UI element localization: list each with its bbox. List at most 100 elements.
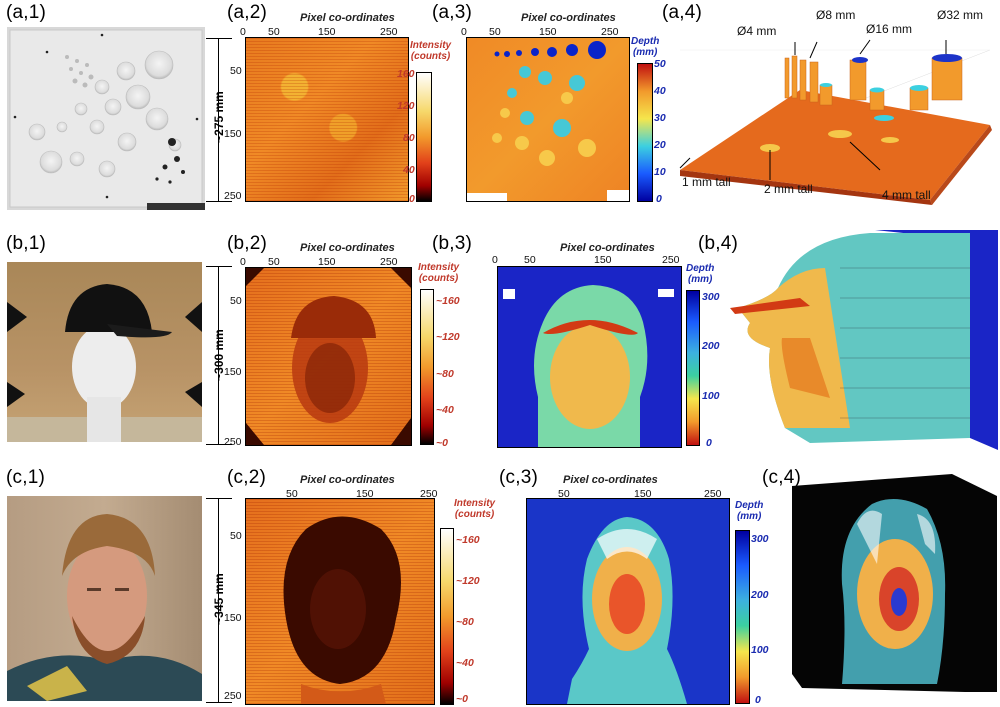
- depth-map-plate: [466, 37, 630, 202]
- colorbar-title-a2: Intensity (counts): [410, 40, 452, 62]
- cbtick-b3-200: 200: [702, 340, 720, 352]
- cbtick-c3-100: 100: [751, 644, 769, 656]
- intensity-map-plate: [245, 37, 409, 202]
- dimension-line-a: [218, 38, 219, 201]
- xtick-c3-50: 50: [558, 488, 570, 500]
- cbtick-a3-0: 0: [656, 193, 662, 205]
- panel-label-a4: (a,4): [662, 2, 703, 23]
- colorbar-title-b2: Intensity (counts): [418, 262, 460, 284]
- xtick-b2-250: 250: [380, 256, 398, 268]
- cbtick-b2-0: ~0: [436, 437, 448, 449]
- cbtick-a2-160: 160: [397, 68, 415, 80]
- dimension-line-b: [218, 266, 219, 444]
- colorbar-intensity-a: [416, 72, 432, 202]
- cbtick-a2-80: 80: [403, 132, 415, 144]
- annotation-d16: Ø16 mm: [866, 22, 913, 36]
- annotation-d32: Ø32 mm: [937, 8, 984, 22]
- panel-label-a2: (a,2): [227, 2, 268, 23]
- xtick-a2-150: 150: [318, 26, 336, 38]
- xtick-a2-50: 50: [268, 26, 280, 38]
- photo-target-plate: [7, 27, 205, 210]
- cbtick-b2-120: ~120: [436, 331, 460, 343]
- annotation-d8: Ø8 mm: [816, 8, 856, 22]
- colorbar-title-b3: Depth (mm): [686, 263, 715, 285]
- panel-label-c3: (c,3): [499, 467, 538, 488]
- dimension-cap-a-top: [206, 38, 232, 39]
- axis-title-a3: Pixel co-ordinates: [521, 12, 616, 24]
- dimension-cap-c-bottom: [206, 702, 232, 703]
- intensity-map-person: [245, 498, 435, 705]
- axis-title-b3: Pixel co-ordinates: [560, 242, 655, 254]
- panel-label-c2: (c,2): [227, 467, 266, 488]
- cbtick-a3-50: 50: [654, 58, 666, 70]
- colorbar-title-c3: Depth (mm): [735, 500, 764, 522]
- ytick-c2-150: 150: [224, 612, 242, 624]
- xtick-b3-0: 0: [492, 254, 498, 266]
- panel-label-c4: (c,4): [762, 467, 801, 488]
- cbtick-c2-0: ~0: [456, 693, 468, 705]
- cbtick-a3-20: 20: [654, 139, 666, 151]
- panel-label-c1: (c,1): [6, 467, 45, 488]
- xtick-a2-0: 0: [240, 26, 246, 38]
- annotation-t4: 4 mm tall: [882, 188, 931, 202]
- cbtick-a3-30: 30: [654, 112, 666, 124]
- panel-label-b3: (b,3): [432, 233, 473, 254]
- intensity-map-mannequin: [245, 267, 412, 446]
- panel-label-b2: (b,2): [227, 233, 268, 254]
- colorbar-depth-c: [735, 530, 750, 704]
- xtick-b3-50: 50: [524, 254, 536, 266]
- ytick-c2-50: 50: [230, 530, 242, 542]
- annotation-d4: Ø4 mm: [737, 24, 777, 38]
- dimension-cap-b-top: [206, 266, 232, 267]
- xtick-c3-150: 150: [634, 488, 652, 500]
- ytick-b2-50: 50: [230, 295, 242, 307]
- panel-label-b1: (b,1): [6, 233, 47, 254]
- render-3d-plate: [670, 30, 995, 205]
- axis-title-a2: Pixel co-ordinates: [300, 12, 395, 24]
- photo-person: [7, 496, 202, 701]
- xtick-a3-50: 50: [489, 26, 501, 38]
- render-3d-mannequin: [730, 228, 998, 450]
- dimension-label-a: ~275 mm: [212, 91, 226, 143]
- render-3d-person: [787, 474, 997, 702]
- cbtick-c3-200: 200: [751, 589, 769, 601]
- ytick-a2-150: 150: [224, 128, 242, 140]
- cbtick-a3-10: 10: [654, 166, 666, 178]
- cbtick-a3-40: 40: [654, 85, 666, 97]
- ytick-b2-250: 250: [224, 436, 242, 448]
- panel-label-b4: (b,4): [698, 233, 739, 254]
- xtick-c2-150: 150: [356, 488, 374, 500]
- cbtick-c2-40: ~40: [456, 657, 474, 669]
- xtick-b3-150: 150: [594, 254, 612, 266]
- dimension-line-c: [218, 498, 219, 703]
- depth-map-person: [526, 498, 730, 705]
- dimension-cap-c-top: [206, 498, 232, 499]
- colorbar-depth-a: [637, 63, 653, 202]
- colorbar-title-c2: Intensity (counts): [454, 498, 496, 520]
- xtick-b2-0: 0: [240, 256, 246, 268]
- axis-title-c3: Pixel co-ordinates: [563, 474, 658, 486]
- dimension-cap-b-bottom: [206, 444, 232, 445]
- xtick-a2-250: 250: [380, 26, 398, 38]
- annotation-t2: 2 mm tall: [764, 182, 813, 196]
- xtick-a3-250: 250: [601, 26, 619, 38]
- cbtick-a2-40: 40: [403, 164, 415, 176]
- xtick-c3-250: 250: [704, 488, 722, 500]
- xtick-b2-50: 50: [268, 256, 280, 268]
- colorbar-intensity-c: [440, 528, 454, 705]
- panel-label-a3: (a,3): [432, 2, 473, 23]
- ytick-c2-250: 250: [224, 690, 242, 702]
- cbtick-c2-80: ~80: [456, 616, 474, 628]
- cbtick-b3-300: 300: [702, 291, 720, 303]
- colorbar-intensity-b: [420, 289, 434, 445]
- cbtick-c3-300: 300: [751, 533, 769, 545]
- xtick-a3-150: 150: [539, 26, 557, 38]
- xtick-a3-0: 0: [461, 26, 467, 38]
- panel-label-a1: (a,1): [6, 2, 47, 23]
- cbtick-b2-40: ~40: [436, 404, 454, 416]
- dimension-label-b: ~300 mm: [212, 329, 226, 381]
- ytick-b2-150: 150: [224, 366, 242, 378]
- colorbar-depth-b: [686, 290, 700, 446]
- cbtick-c3-0: 0: [755, 694, 761, 706]
- axis-title-b2: Pixel co-ordinates: [300, 242, 395, 254]
